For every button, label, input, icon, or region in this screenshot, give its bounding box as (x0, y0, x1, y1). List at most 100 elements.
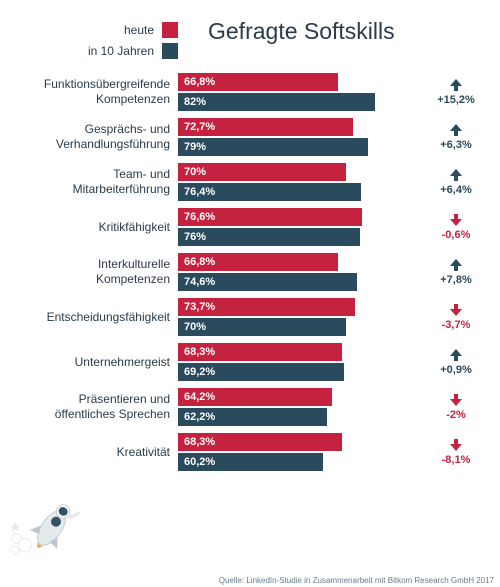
delta-label: -3,7% (442, 319, 471, 331)
arrow-down-icon (449, 393, 463, 407)
bar-future-value: 79% (184, 141, 206, 153)
bar-row: Kreativität 68,3% 60,2% -8,1% (18, 433, 482, 471)
bar-pair: 76,6% 76% (178, 208, 430, 246)
bar-pair: 64,2% 62,2% (178, 388, 430, 426)
bar-row: FunktionsübergreifendeKompetenzen 66,8% 82… (18, 73, 482, 111)
bar-row: Unternehmergeist 68,3% 69,2% +0,9% (18, 343, 482, 381)
category-label: Kreativität (18, 445, 178, 460)
bar-future: 70% (178, 318, 346, 336)
legend-today: heute (124, 22, 178, 38)
delta-label: +0,9% (440, 364, 472, 376)
arrow-down-icon (449, 213, 463, 227)
bar-track-future: 70% (178, 318, 418, 336)
category-label: Gesprächs- undVerhandlungsführung (18, 122, 178, 152)
bar-pair: 73,7% 70% (178, 298, 430, 336)
bar-track-today: 73,7% (178, 298, 418, 316)
delta-block: -8,1% (430, 433, 482, 471)
bar-today: 66,8% (178, 253, 338, 271)
bar-today-value: 72,7% (184, 121, 215, 133)
bar-future-value: 60,2% (184, 456, 215, 468)
bar-row: Kritikfähigkeit 76,6% 76% -0,6% (18, 208, 482, 246)
bar-track-future: 60,2% (178, 453, 418, 471)
source-text: Quelle: LinkedIn-Studie in Zusammenarbei… (219, 576, 494, 585)
delta-block: -3,7% (430, 298, 482, 336)
bar-today-value: 66,8% (184, 256, 215, 268)
bar-today-value: 64,2% (184, 391, 215, 403)
arrow-up-icon (449, 258, 463, 272)
bar-future: 76,4% (178, 183, 361, 201)
bar-today: 73,7% (178, 298, 355, 316)
bar-future-value: 70% (184, 321, 206, 333)
bar-track-today: 72,7% (178, 118, 418, 136)
bar-today: 72,7% (178, 118, 353, 136)
delta-block: -2% (430, 388, 482, 426)
bar-track-future: 62,2% (178, 408, 418, 426)
chart-title: Gefragte Softskills (208, 18, 395, 45)
bar-track-today: 66,8% (178, 253, 418, 271)
bar-today-value: 76,6% (184, 211, 215, 223)
bar-row: InterkulturelleKompetenzen 66,8% 74,6% +7,8… (18, 253, 482, 291)
bar-track-future: 74,6% (178, 273, 418, 291)
category-label: Unternehmergeist (18, 355, 178, 370)
bar-track-today: 76,6% (178, 208, 418, 226)
bar-future-value: 76,4% (184, 186, 215, 198)
bar-future: 62,2% (178, 408, 327, 426)
chart-container: heute in 10 Jahren Gefragte Softskills F… (0, 0, 500, 587)
category-label: Kritikfähigkeit (18, 220, 178, 235)
bar-pair: 66,8% 82% (178, 73, 430, 111)
bar-track-today: 66,8% (178, 73, 418, 91)
delta-block: +6,3% (430, 118, 482, 156)
bar-today: 76,6% (178, 208, 362, 226)
arrow-up-icon (449, 123, 463, 137)
delta-label: -0,6% (442, 229, 471, 241)
legend-future-label: in 10 Jahren (88, 44, 154, 58)
bar-future: 76% (178, 228, 360, 246)
bar-track-future: 82% (178, 93, 418, 111)
delta-label: -2% (446, 409, 466, 421)
bar-row: Team- undMitarbeiterführung70%76,4%+6,4% (18, 163, 482, 201)
bar-future-value: 82% (184, 96, 206, 108)
bar-pair: 72,7% 79% (178, 118, 430, 156)
legend-today-label: heute (124, 23, 154, 37)
bar-track-today: 68,3% (178, 433, 418, 451)
bar-pair: 66,8% 74,6% (178, 253, 430, 291)
bar-future-value: 62,2% (184, 411, 215, 423)
bar-row: Entscheidungsfähigkeit73,7%70%-3,7% (18, 298, 482, 336)
bar-today-value: 66,8% (184, 76, 215, 88)
bar-future-value: 74,6% (184, 276, 215, 288)
category-label: InterkulturelleKompetenzen (18, 257, 178, 287)
bar-pair: 68,3% 60,2% (178, 433, 430, 471)
bar-row: Gesprächs- undVerhandlungsführung 72,7% 79… (18, 118, 482, 156)
legend: heute in 10 Jahren (18, 18, 178, 59)
delta-label: -8,1% (442, 454, 471, 466)
bar-today-value: 73,7% (184, 301, 215, 313)
bar-today-value: 68,3% (184, 436, 215, 448)
bar-future: 74,6% (178, 273, 357, 291)
bar-today-value: 68,3% (184, 346, 215, 358)
bar-track-today: 64,2% (178, 388, 418, 406)
delta-block: +6,4% (430, 163, 482, 201)
bar-pair: 68,3% 69,2% (178, 343, 430, 381)
bar-future: 79% (178, 138, 368, 156)
bar-track-future: 76,4% (178, 183, 418, 201)
legend-future: in 10 Jahren (88, 43, 178, 59)
delta-block: +0,9% (430, 343, 482, 381)
astronaut-icon (10, 482, 85, 557)
delta-label: +6,4% (440, 184, 472, 196)
bar-today: 68,3% (178, 433, 342, 451)
bar-today: 70% (178, 163, 346, 181)
delta-label: +7,8% (440, 274, 472, 286)
bar-today: 64,2% (178, 388, 332, 406)
delta-label: +6,3% (440, 139, 472, 151)
bar-future: 69,2% (178, 363, 344, 381)
bar-track-today: 68,3% (178, 343, 418, 361)
bar-today: 68,3% (178, 343, 342, 361)
category-label: FunktionsübergreifendeKompetenzen (18, 77, 178, 107)
bar-track-today: 70% (178, 163, 418, 181)
bar-pair: 70% 76,4% (178, 163, 430, 201)
arrow-up-icon (449, 168, 463, 182)
bar-rows: FunktionsübergreifendeKompetenzen 66,8% 82… (18, 73, 482, 471)
bar-today-value: 70% (184, 166, 206, 178)
bar-future-value: 69,2% (184, 366, 215, 378)
bar-track-future: 76% (178, 228, 418, 246)
